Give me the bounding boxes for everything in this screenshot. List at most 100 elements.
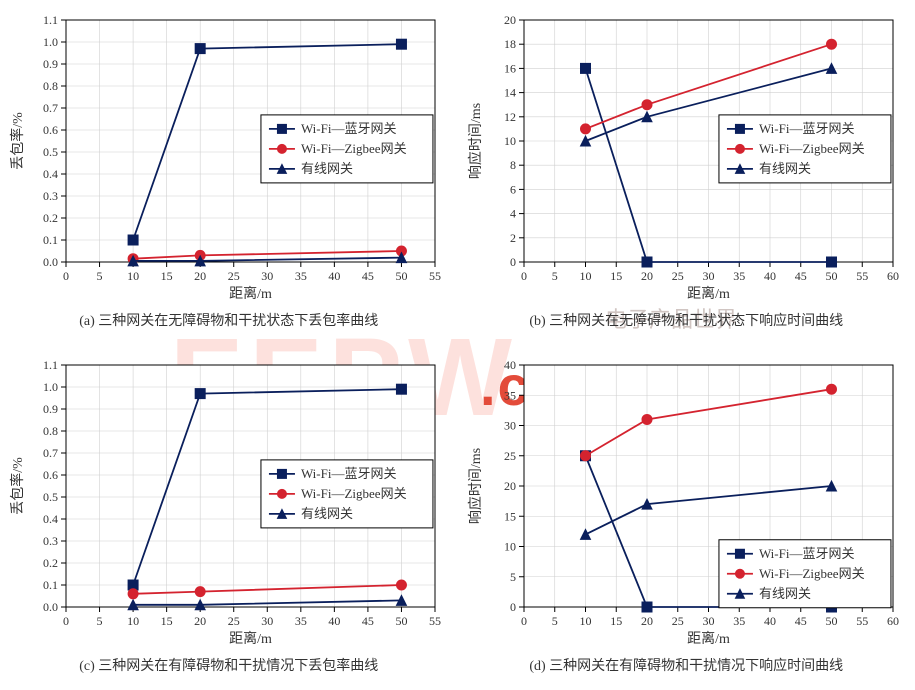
- svg-text:距离/m: 距离/m: [229, 285, 272, 302]
- svg-text:50: 50: [825, 614, 837, 628]
- svg-text:50: 50: [825, 269, 837, 283]
- svg-text:Wi-Fi—蓝牙网关: Wi-Fi—蓝牙网关: [301, 121, 397, 136]
- svg-text:1.0: 1.0: [43, 380, 58, 394]
- svg-text:15: 15: [161, 269, 173, 283]
- svg-text:20: 20: [504, 13, 516, 27]
- svg-text:40: 40: [764, 614, 776, 628]
- svg-text:0.0: 0.0: [43, 255, 58, 269]
- svg-text:丢包率/%: 丢包率/%: [9, 457, 26, 515]
- svg-text:0: 0: [63, 614, 69, 628]
- svg-text:10: 10: [504, 540, 516, 554]
- chart-c: 05101520253035404550550.00.10.20.30.40.5…: [4, 353, 449, 653]
- chart-grid: 05101520253035404550550.00.10.20.30.40.5…: [0, 0, 915, 690]
- svg-text:25: 25: [504, 449, 516, 463]
- svg-text:0.3: 0.3: [43, 189, 58, 203]
- svg-text:30: 30: [261, 614, 273, 628]
- svg-text:1.1: 1.1: [43, 358, 58, 372]
- svg-text:0.7: 0.7: [43, 101, 58, 115]
- svg-text:5: 5: [510, 570, 516, 584]
- caption-a: (a) 三种网关在无障碍物和干扰状态下丢包率曲线: [4, 310, 454, 330]
- svg-text:20: 20: [641, 269, 653, 283]
- svg-text:40: 40: [328, 614, 340, 628]
- svg-text:有线网关: 有线网关: [758, 586, 810, 601]
- svg-text:2: 2: [510, 231, 516, 245]
- svg-text:距离/m: 距离/m: [687, 285, 730, 302]
- svg-text:Wi-Fi—蓝牙网关: Wi-Fi—蓝牙网关: [758, 546, 854, 561]
- svg-text:25: 25: [228, 614, 240, 628]
- svg-text:35: 35: [504, 388, 516, 402]
- svg-text:0: 0: [510, 255, 516, 269]
- svg-text:0.4: 0.4: [43, 167, 58, 181]
- svg-text:25: 25: [228, 269, 240, 283]
- svg-text:12: 12: [504, 110, 516, 124]
- svg-text:距离/m: 距离/m: [229, 630, 272, 647]
- svg-text:0.5: 0.5: [43, 490, 58, 504]
- svg-text:35: 35: [295, 614, 307, 628]
- svg-text:1.1: 1.1: [43, 13, 58, 27]
- svg-text:0.7: 0.7: [43, 446, 58, 460]
- caption-b: (b) 三种网关在无障碍物和干扰状态下响应时间曲线: [462, 310, 912, 330]
- svg-text:0: 0: [521, 614, 527, 628]
- chart-d: 0510152025303540455055600510152025303540…: [462, 353, 907, 653]
- svg-text:55: 55: [856, 614, 868, 628]
- svg-text:15: 15: [161, 614, 173, 628]
- svg-text:5: 5: [551, 614, 557, 628]
- svg-text:16: 16: [504, 61, 516, 75]
- svg-text:45: 45: [794, 269, 806, 283]
- svg-text:8: 8: [510, 158, 516, 172]
- svg-text:20: 20: [194, 614, 206, 628]
- svg-text:45: 45: [362, 614, 374, 628]
- svg-text:丢包率/%: 丢包率/%: [9, 112, 26, 170]
- svg-text:有线网关: 有线网关: [301, 161, 353, 176]
- chart-b: 0510152025303540455055600246810121416182…: [462, 8, 907, 308]
- svg-text:15: 15: [610, 269, 622, 283]
- svg-text:10: 10: [579, 269, 591, 283]
- svg-text:50: 50: [395, 614, 407, 628]
- svg-text:5: 5: [551, 269, 557, 283]
- svg-text:10: 10: [127, 269, 139, 283]
- svg-text:0.8: 0.8: [43, 424, 58, 438]
- svg-text:60: 60: [887, 614, 899, 628]
- svg-text:30: 30: [261, 269, 273, 283]
- svg-text:40: 40: [504, 358, 516, 372]
- svg-text:0.1: 0.1: [43, 233, 58, 247]
- svg-text:Wi-Fi—蓝牙网关: Wi-Fi—蓝牙网关: [301, 466, 397, 481]
- svg-text:Wi-Fi—蓝牙网关: Wi-Fi—蓝牙网关: [758, 121, 854, 136]
- svg-text:Wi-Fi—Zigbee网关: Wi-Fi—Zigbee网关: [301, 486, 407, 501]
- svg-text:50: 50: [395, 269, 407, 283]
- svg-text:0: 0: [63, 269, 69, 283]
- panel-c: 05101520253035404550550.00.10.20.30.40.5…: [0, 345, 458, 690]
- svg-text:0.9: 0.9: [43, 402, 58, 416]
- svg-text:5: 5: [97, 614, 103, 628]
- svg-text:25: 25: [671, 269, 683, 283]
- svg-text:15: 15: [504, 509, 516, 523]
- svg-text:4: 4: [510, 207, 516, 221]
- svg-text:有线网关: 有线网关: [301, 506, 353, 521]
- svg-text:有线网关: 有线网关: [758, 161, 810, 176]
- svg-text:14: 14: [504, 86, 516, 100]
- svg-text:15: 15: [610, 614, 622, 628]
- svg-text:35: 35: [733, 269, 745, 283]
- svg-text:30: 30: [702, 614, 714, 628]
- svg-text:20: 20: [641, 614, 653, 628]
- svg-text:Wi-Fi—Zigbee网关: Wi-Fi—Zigbee网关: [758, 566, 864, 581]
- chart-a: 05101520253035404550550.00.10.20.30.40.5…: [4, 8, 449, 308]
- svg-text:25: 25: [671, 614, 683, 628]
- svg-text:40: 40: [764, 269, 776, 283]
- svg-text:55: 55: [856, 269, 868, 283]
- svg-text:响应时间/ms: 响应时间/ms: [467, 448, 484, 524]
- svg-text:6: 6: [510, 182, 516, 196]
- svg-text:0.8: 0.8: [43, 79, 58, 93]
- svg-text:0.0: 0.0: [43, 600, 58, 614]
- svg-text:18: 18: [504, 37, 516, 51]
- svg-text:20: 20: [194, 269, 206, 283]
- caption-c: (c) 三种网关在有障碍物和干扰情况下丢包率曲线: [4, 655, 454, 675]
- svg-text:Wi-Fi—Zigbee网关: Wi-Fi—Zigbee网关: [758, 141, 864, 156]
- svg-text:0.9: 0.9: [43, 57, 58, 71]
- svg-text:45: 45: [362, 269, 374, 283]
- svg-text:0: 0: [521, 269, 527, 283]
- svg-text:40: 40: [328, 269, 340, 283]
- svg-text:10: 10: [504, 134, 516, 148]
- svg-text:1.0: 1.0: [43, 35, 58, 49]
- svg-text:10: 10: [127, 614, 139, 628]
